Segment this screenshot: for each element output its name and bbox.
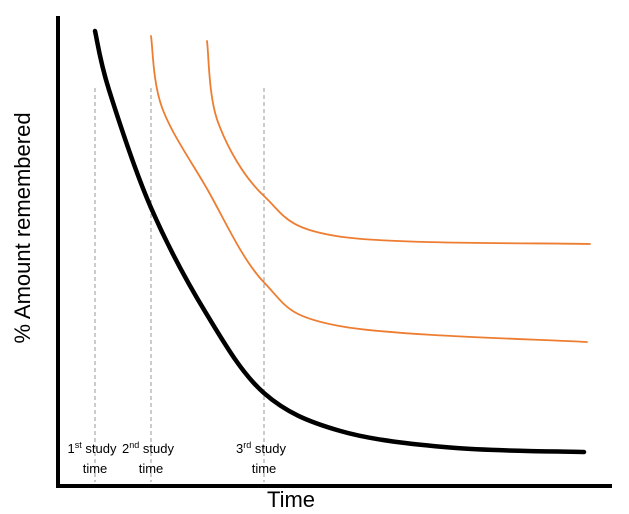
study-time-label-line1: 2nd study bbox=[122, 440, 174, 456]
study-time-guides bbox=[94, 88, 265, 482]
study-time-label-line2: time bbox=[139, 461, 164, 476]
study-time-label-line2: time bbox=[252, 461, 277, 476]
study-time-labels: 1st study time 2nd study time 3rd study time bbox=[68, 440, 287, 476]
retention-curve-after-study-3 bbox=[206, 40, 591, 245]
retention-curve-initial bbox=[92, 28, 587, 455]
study-time-label-line1: 3rd study bbox=[236, 440, 286, 456]
retention-curves bbox=[92, 28, 591, 455]
study-time-label-line1: 1st study bbox=[68, 440, 117, 456]
study-time-label-1: 1st study time bbox=[68, 440, 117, 476]
x-axis-title: Time bbox=[267, 487, 315, 512]
retention-curve-after-study-2 bbox=[150, 35, 588, 343]
axes bbox=[56, 16, 612, 488]
study-time-label-3: 3rd study time bbox=[236, 440, 286, 476]
study-time-label-line2: time bbox=[83, 461, 108, 476]
y-axis-title: % Amount remembered bbox=[10, 112, 35, 343]
study-time-label-2: 2nd study time bbox=[122, 440, 174, 476]
